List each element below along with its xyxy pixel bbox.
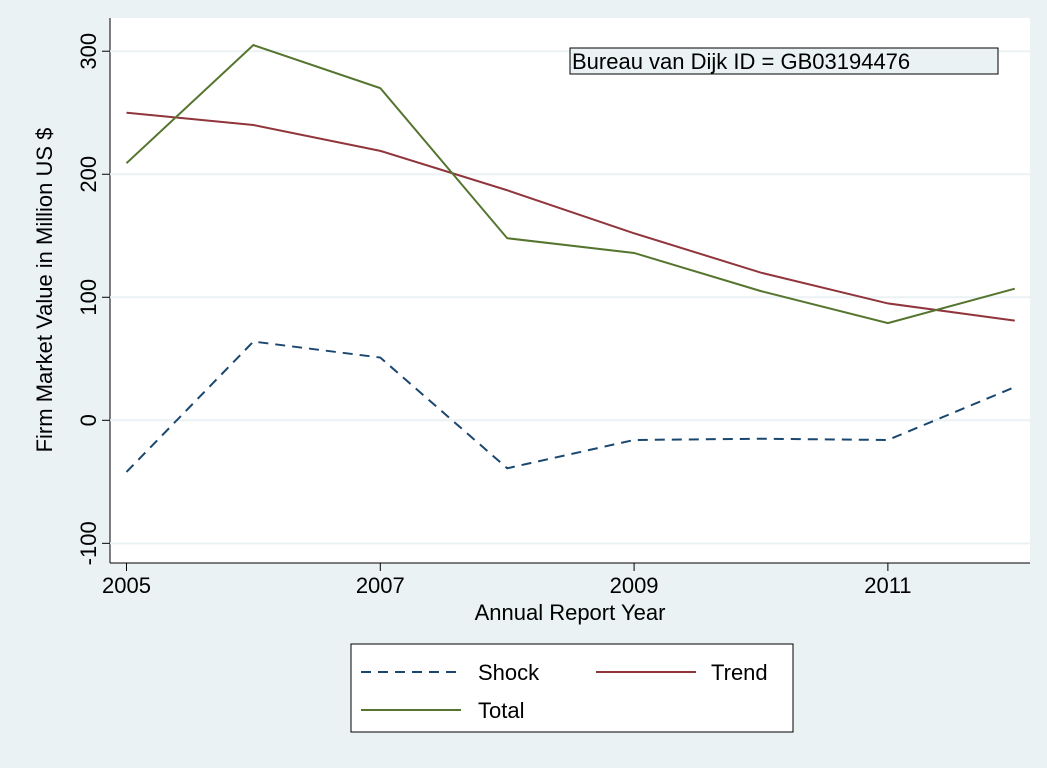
y-tick-label: 100 — [76, 279, 101, 316]
legend-label: Total — [478, 698, 524, 723]
y-axis-title: Firm Market Value in Million US $ — [32, 128, 57, 453]
series-line — [125, 340, 1016, 473]
y-tick-label: 300 — [76, 33, 101, 70]
x-axis-title: Annual Report Year — [475, 600, 666, 625]
x-tick-label: 2011 — [864, 573, 911, 598]
y-tick-label: 200 — [76, 156, 101, 193]
annotation: Bureau van Dijk ID = GB03194476 — [572, 49, 910, 74]
legend — [350, 643, 794, 733]
x-tick-label: 2005 — [102, 573, 151, 598]
x-tick-label: 2007 — [356, 573, 405, 598]
legend-label: Shock — [478, 660, 540, 685]
legend-label: Trend — [711, 660, 768, 685]
x-tick-label: 2009 — [610, 573, 659, 598]
annotation-box — [569, 47, 999, 75]
series-line — [125, 43, 1016, 325]
y-tick-label: -100 — [76, 521, 101, 565]
plot-area — [110, 18, 1030, 563]
y-tick-label: 0 — [76, 414, 101, 426]
series-line — [126, 111, 1015, 322]
